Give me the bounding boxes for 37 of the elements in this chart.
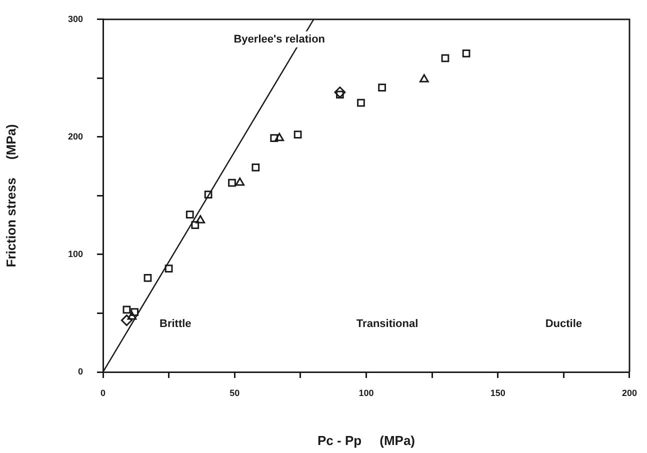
y-tick-label: 200: [68, 131, 83, 142]
point: [120, 314, 132, 326]
y-tick-label: 300: [68, 14, 83, 24]
point: [334, 86, 346, 98]
point: [122, 306, 131, 314]
point: [127, 312, 137, 320]
point: [378, 84, 386, 92]
annotation: Brittle: [160, 318, 192, 330]
point: [294, 130, 302, 139]
point: [420, 74, 429, 82]
y-tick-label: 0: [78, 366, 83, 376]
point: [274, 132, 284, 142]
point: [196, 215, 206, 224]
x-tick-label: 50: [230, 388, 240, 398]
point: [186, 210, 194, 218]
annotation: Transitional: [356, 318, 418, 330]
x-tick-label: 0: [100, 388, 106, 398]
point: [204, 190, 212, 198]
point: [441, 54, 450, 62]
point: [191, 221, 200, 230]
point: [228, 178, 236, 187]
point: [270, 134, 278, 142]
point: [235, 178, 245, 186]
point: [164, 264, 173, 273]
point: [357, 98, 365, 107]
y-axis-title: Friction stress (MPa): [3, 124, 18, 268]
annotation: Byerlee's relation: [234, 33, 326, 46]
x-tick-label: 100: [358, 388, 374, 398]
x-tick-label: 200: [622, 388, 638, 398]
point: [130, 308, 139, 316]
x-axis-title: Pc - Pp (MPa): [317, 432, 416, 448]
annotation: Ductile: [545, 318, 582, 330]
point: [252, 164, 260, 172]
point: [144, 274, 152, 282]
point: [462, 50, 470, 58]
y-tick-label: 100: [68, 248, 83, 259]
x-tick-label: 150: [490, 388, 506, 398]
